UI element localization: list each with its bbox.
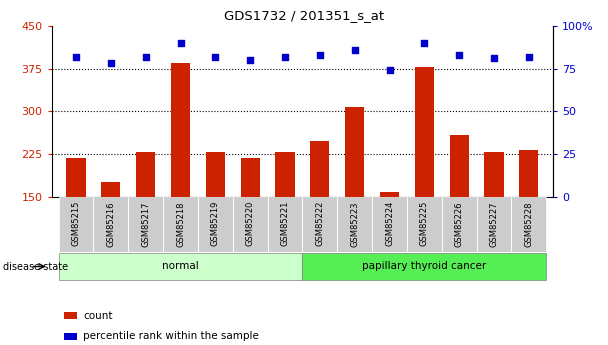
Bar (58, 253, 303, 280)
Text: GSM85216: GSM85216 (106, 201, 116, 247)
Bar (206, 152, 225, 197)
Bar (337, 197, 372, 252)
Text: GSM85218: GSM85218 (176, 201, 185, 247)
Text: GDS1732 / 201351_s_at: GDS1732 / 201351_s_at (224, 9, 384, 22)
Text: GSM85220: GSM85220 (246, 201, 255, 246)
Text: disease state: disease state (3, 262, 68, 272)
Bar (233, 197, 268, 252)
Text: GSM85225: GSM85225 (420, 201, 429, 246)
Bar (303, 253, 547, 280)
Point (71, 54, 81, 59)
Text: GSM85227: GSM85227 (489, 201, 499, 247)
Text: GSM85215: GSM85215 (72, 201, 81, 246)
Point (246, 57, 255, 63)
Bar (450, 135, 469, 197)
Bar (128, 197, 163, 252)
Text: GSM85224: GSM85224 (385, 201, 394, 246)
Point (420, 40, 429, 46)
Text: GSM85222: GSM85222 (316, 201, 325, 246)
Text: percentile rank within the sample: percentile rank within the sample (83, 332, 259, 341)
Point (489, 56, 499, 61)
Bar (415, 67, 434, 197)
Bar (241, 158, 260, 197)
Bar (66, 158, 86, 197)
Point (280, 54, 290, 59)
Point (350, 47, 359, 52)
Point (315, 52, 325, 58)
Point (141, 54, 151, 59)
Text: GSM85219: GSM85219 (211, 201, 220, 246)
Bar (519, 150, 539, 197)
Bar (303, 197, 337, 252)
Point (454, 52, 464, 58)
Point (385, 68, 395, 73)
Text: GSM85221: GSM85221 (280, 201, 289, 246)
Bar (268, 197, 302, 252)
Bar (345, 107, 364, 197)
Bar (102, 183, 120, 197)
Point (106, 61, 116, 66)
Text: GSM85226: GSM85226 (455, 201, 464, 247)
Point (176, 40, 185, 46)
Text: GSM85228: GSM85228 (524, 201, 533, 247)
Text: papillary thyroid cancer: papillary thyroid cancer (362, 261, 486, 271)
Bar (198, 197, 233, 252)
Text: count: count (83, 311, 113, 321)
Bar (310, 141, 330, 197)
Text: GSM85223: GSM85223 (350, 201, 359, 247)
Point (524, 54, 534, 59)
Bar (477, 197, 511, 252)
Bar (380, 192, 399, 197)
Bar (275, 152, 295, 197)
Point (210, 54, 220, 59)
Bar (94, 197, 128, 252)
Bar (485, 152, 503, 197)
Bar (442, 197, 477, 252)
Text: GSM85217: GSM85217 (141, 201, 150, 247)
Bar (511, 197, 547, 252)
Bar (58, 197, 94, 252)
Bar (372, 197, 407, 252)
Bar (407, 197, 442, 252)
Bar (163, 197, 198, 252)
Bar (136, 152, 155, 197)
Text: normal: normal (162, 261, 199, 271)
Bar (171, 63, 190, 197)
